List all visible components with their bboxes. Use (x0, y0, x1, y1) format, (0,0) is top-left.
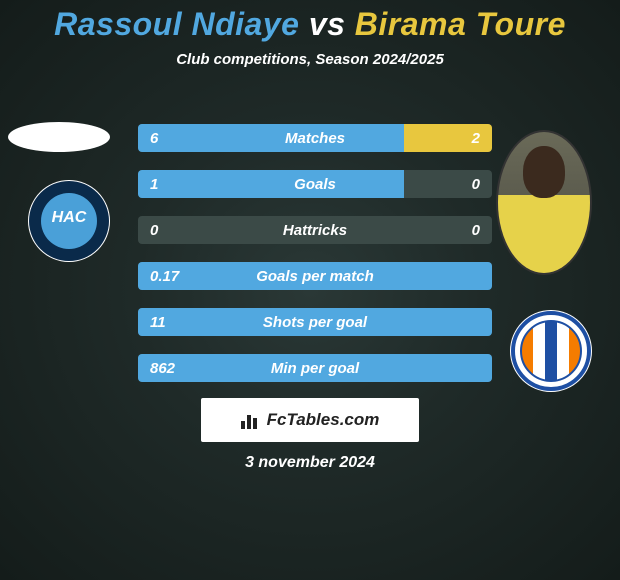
player-right-head (523, 146, 565, 198)
stats-list: 6Matches21Goals00Hattricks00.17Goals per… (138, 124, 492, 400)
stat-label: Shots per goal (138, 308, 492, 336)
club-left-badge: HAC (28, 180, 110, 262)
svg-text:HAC: HAC (52, 209, 87, 226)
stat-row: 0Hattricks0 (138, 216, 492, 244)
subtitle: Club competitions, Season 2024/2025 (0, 51, 620, 68)
stat-value-right: 0 (472, 216, 480, 244)
player-left-avatar (8, 122, 110, 152)
title-right: Birama Toure (355, 6, 566, 42)
title-vs: vs (309, 6, 346, 42)
stat-row: 0.17Goals per match (138, 262, 492, 290)
stat-row: 6Matches2 (138, 124, 492, 152)
footer-brand-text: FcTables.com (267, 410, 380, 430)
stat-row: 1Goals0 (138, 170, 492, 198)
stat-value-right: 2 (472, 124, 480, 152)
stat-label: Goals per match (138, 262, 492, 290)
chart-icon (241, 411, 261, 429)
stat-label: Min per goal (138, 354, 492, 382)
title-left: Rassoul Ndiaye (54, 6, 299, 42)
footer-brand: FcTables.com (201, 398, 419, 442)
stat-row: 11Shots per goal (138, 308, 492, 336)
club-right-badge-svg (510, 310, 592, 392)
stat-label: Goals (138, 170, 492, 198)
date: 3 november 2024 (0, 454, 620, 472)
stat-label: Matches (138, 124, 492, 152)
stat-row: 862Min per goal (138, 354, 492, 382)
club-left-badge-svg: HAC (28, 180, 110, 262)
page-title: Rassoul Ndiaye vs Birama Toure (0, 0, 620, 43)
player-right-avatar (496, 130, 592, 275)
club-right-badge (510, 310, 592, 392)
stat-value-right: 0 (472, 170, 480, 198)
player-right-shirt (498, 195, 590, 273)
stat-label: Hattricks (138, 216, 492, 244)
